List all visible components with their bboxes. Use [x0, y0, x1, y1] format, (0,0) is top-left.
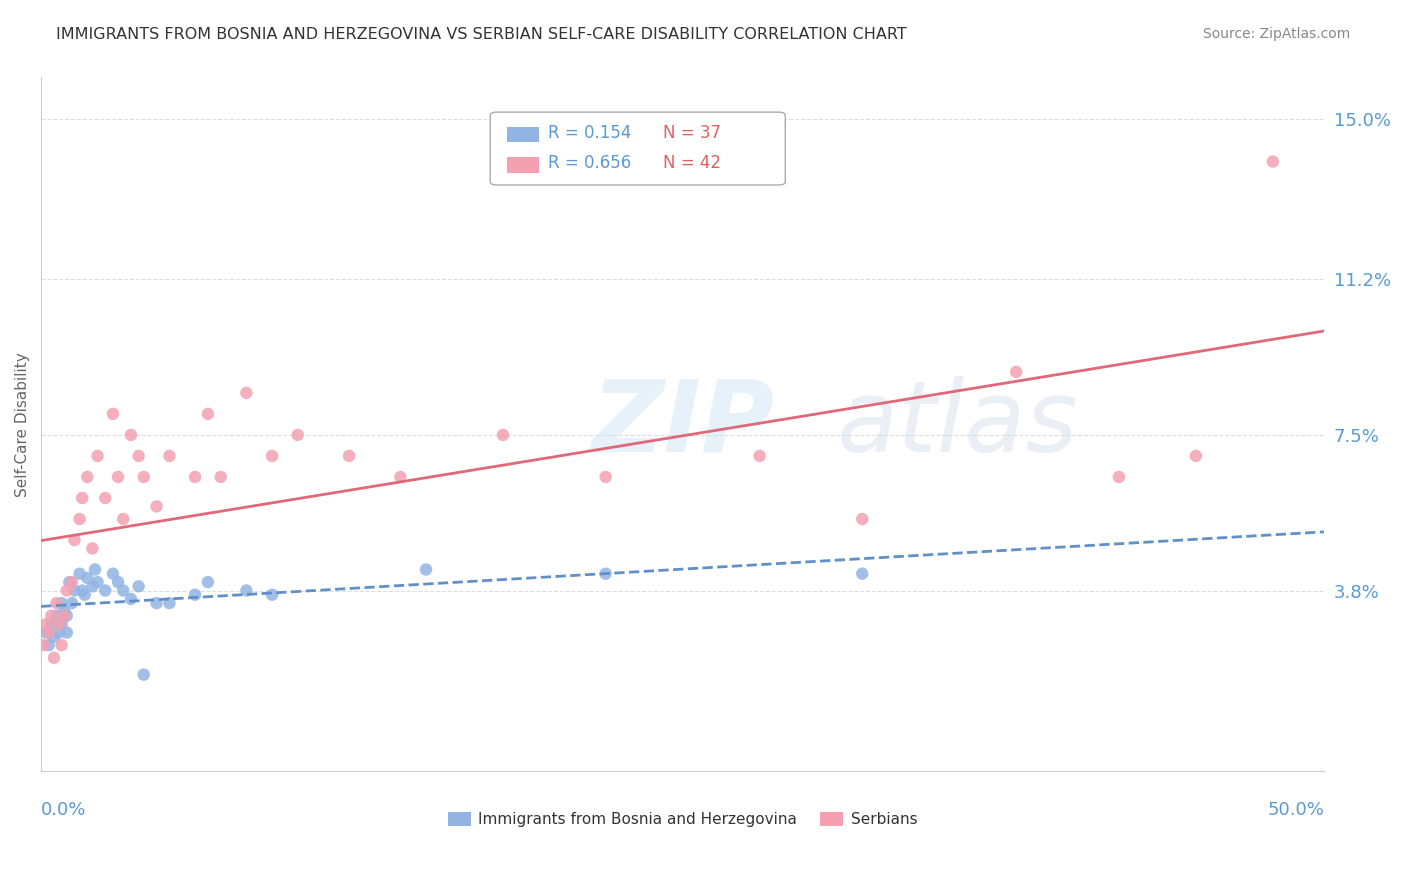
Text: IMMIGRANTS FROM BOSNIA AND HERZEGOVINA VS SERBIAN SELF-CARE DISABILITY CORRELATI: IMMIGRANTS FROM BOSNIA AND HERZEGOVINA V… [56, 27, 907, 42]
Point [32, 638, 55, 652]
Point [851, 566, 873, 581]
Point [60, 575, 83, 590]
Point [51, 596, 73, 610]
Text: Source: ZipAtlas.com: Source: ZipAtlas.com [1202, 27, 1350, 41]
Text: 50.0%: 50.0% [1267, 801, 1324, 819]
Point [70, 583, 93, 598]
Point [76, 571, 98, 585]
Point [1185, 449, 1208, 463]
Text: N = 42: N = 42 [664, 153, 721, 172]
Point [851, 512, 873, 526]
Point [60, 596, 83, 610]
Point [94, 583, 117, 598]
Point [42, 650, 65, 665]
Text: R = 0.154: R = 0.154 [548, 124, 631, 142]
Point [38, 638, 60, 652]
Point [197, 407, 219, 421]
Point [38, 625, 60, 640]
Point [260, 588, 283, 602]
Point [63, 583, 86, 598]
Point [55, 625, 77, 640]
Point [55, 608, 77, 623]
Point [197, 575, 219, 590]
Point [145, 500, 167, 514]
Point [63, 533, 86, 547]
Point [492, 428, 515, 442]
Point [42, 630, 65, 644]
Point [51, 617, 73, 632]
Text: ZIP: ZIP [591, 376, 775, 473]
Point [287, 428, 309, 442]
Point [209, 470, 232, 484]
Text: 0.0%: 0.0% [41, 801, 87, 819]
Point [415, 562, 437, 576]
Point [748, 449, 770, 463]
Point [1108, 470, 1130, 484]
Point [82, 579, 104, 593]
Point [76, 470, 98, 484]
Point [112, 583, 135, 598]
Point [120, 591, 142, 606]
Point [235, 583, 257, 598]
Point [55, 583, 77, 598]
Point [101, 566, 124, 581]
Point [389, 470, 412, 484]
Point [101, 407, 124, 421]
Point [595, 470, 617, 484]
Point [1261, 154, 1284, 169]
Point [260, 449, 283, 463]
Point [58, 575, 80, 590]
FancyBboxPatch shape [491, 112, 786, 185]
Point [120, 428, 142, 442]
Point [132, 470, 155, 484]
Point [35, 625, 58, 640]
Point [107, 575, 129, 590]
Y-axis label: Self-Care Disability: Self-Care Disability [15, 352, 30, 497]
Point [112, 512, 135, 526]
Text: N = 37: N = 37 [664, 124, 721, 142]
Point [235, 385, 257, 400]
Point [53, 608, 76, 623]
Text: R = 0.656: R = 0.656 [548, 153, 631, 172]
Point [184, 470, 207, 484]
Point [45, 608, 67, 623]
Point [128, 449, 150, 463]
Point [145, 596, 167, 610]
Point [45, 596, 67, 610]
Text: atlas: atlas [837, 376, 1078, 473]
Point [184, 588, 207, 602]
Point [70, 491, 93, 505]
Point [595, 566, 617, 581]
Point [1005, 365, 1028, 379]
Point [48, 625, 70, 640]
Point [128, 579, 150, 593]
Point [86, 575, 108, 590]
Point [69, 512, 91, 526]
Point [73, 588, 96, 602]
Point [35, 617, 58, 632]
Point [84, 562, 107, 576]
Bar [506, 127, 538, 142]
Point [41, 608, 63, 623]
Legend: Immigrants from Bosnia and Herzegovina, Serbians: Immigrants from Bosnia and Herzegovina, … [441, 805, 924, 833]
Point [157, 596, 180, 610]
Point [69, 566, 91, 581]
Point [41, 617, 63, 632]
Point [94, 491, 117, 505]
Point [51, 638, 73, 652]
Point [82, 541, 104, 556]
Point [86, 449, 108, 463]
Point [53, 605, 76, 619]
Point [337, 449, 360, 463]
Point [48, 617, 70, 632]
Bar [506, 157, 538, 172]
Point [107, 470, 129, 484]
Point [132, 667, 155, 681]
Point [157, 449, 180, 463]
